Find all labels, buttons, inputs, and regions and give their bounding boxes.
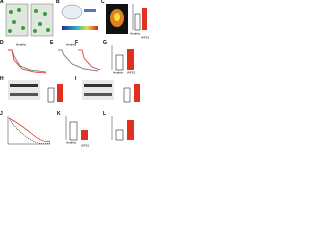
decay [8,117,51,145]
panel-label: F [75,40,78,46]
bar [115,54,124,71]
legend: Healthy [16,42,27,46]
category-label: Healthy [66,140,77,144]
figure: A B C Healthy WFS1 D Healthy E Healthy F… [0,0,150,147]
blot-band [84,84,112,87]
category-label: Healthy [130,31,141,35]
bar [69,121,78,141]
panel-label: G [103,40,107,46]
bar [142,8,147,30]
category-label: Healthy [113,70,124,74]
bar [47,87,55,103]
trace [58,49,99,72]
blot [8,80,40,100]
panel-label: L [103,111,106,117]
bar [127,49,134,70]
heatmap [62,26,98,30]
panel-label: B [56,0,60,5]
decay [8,117,51,143]
bar [134,84,140,102]
trace [8,49,47,74]
cell-signal [114,13,120,21]
bar [123,87,131,103]
cell-dots [8,8,50,33]
arrow [84,9,96,12]
trace [8,49,47,73]
legend: Healthy [66,42,77,46]
blot-band [10,84,38,87]
panel-label: C [101,0,105,5]
panel-label: E [50,40,54,46]
bar [57,84,63,102]
blot-band [84,93,112,96]
blot [82,80,114,100]
panel-label: J [0,111,3,117]
panel-label: A [0,0,4,5]
panel-label: K [57,111,61,117]
bar [127,120,134,140]
category-label: WFS1 [81,143,90,147]
cell-diagram [61,4,83,20]
panel-label: I [75,76,77,82]
blot-band [10,93,38,96]
bar [134,13,141,31]
panel-label: H [0,76,4,82]
category-label: WFS1 [141,35,150,39]
panel-label: D [0,40,4,46]
bar [115,129,124,141]
category-label: WFS1 [127,70,136,74]
trace [78,49,101,71]
bar [81,130,88,140]
